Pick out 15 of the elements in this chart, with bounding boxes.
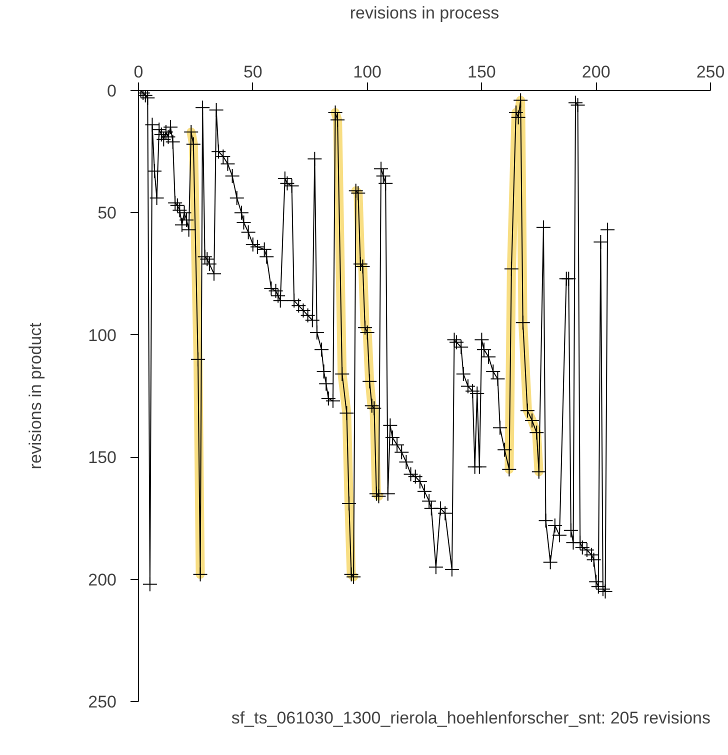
x-tick-label: 250 [696,62,725,82]
x-tick-label: 200 [582,62,610,82]
x-axis-title: revisions in process [350,4,500,22]
x-tick-label: 50 [243,62,262,82]
y-tick-label: 250 [88,692,117,712]
y-tick-label: 50 [98,204,117,223]
y-tick-label: 0 [107,82,117,100]
x-tick-label: 150 [468,62,496,82]
y-axis-title: revisions in product [26,322,46,470]
text: sf_ts_061030_1300_rierola_hoehlenforscher_snt: 205 revisions [231,708,711,728]
x-tick-label: 0 [134,62,144,82]
x-tick-label: 100 [353,62,382,82]
y-tick-label: 150 [88,448,117,468]
y-tick-label: 100 [88,326,117,345]
y-tick-label: 200 [88,570,117,590]
